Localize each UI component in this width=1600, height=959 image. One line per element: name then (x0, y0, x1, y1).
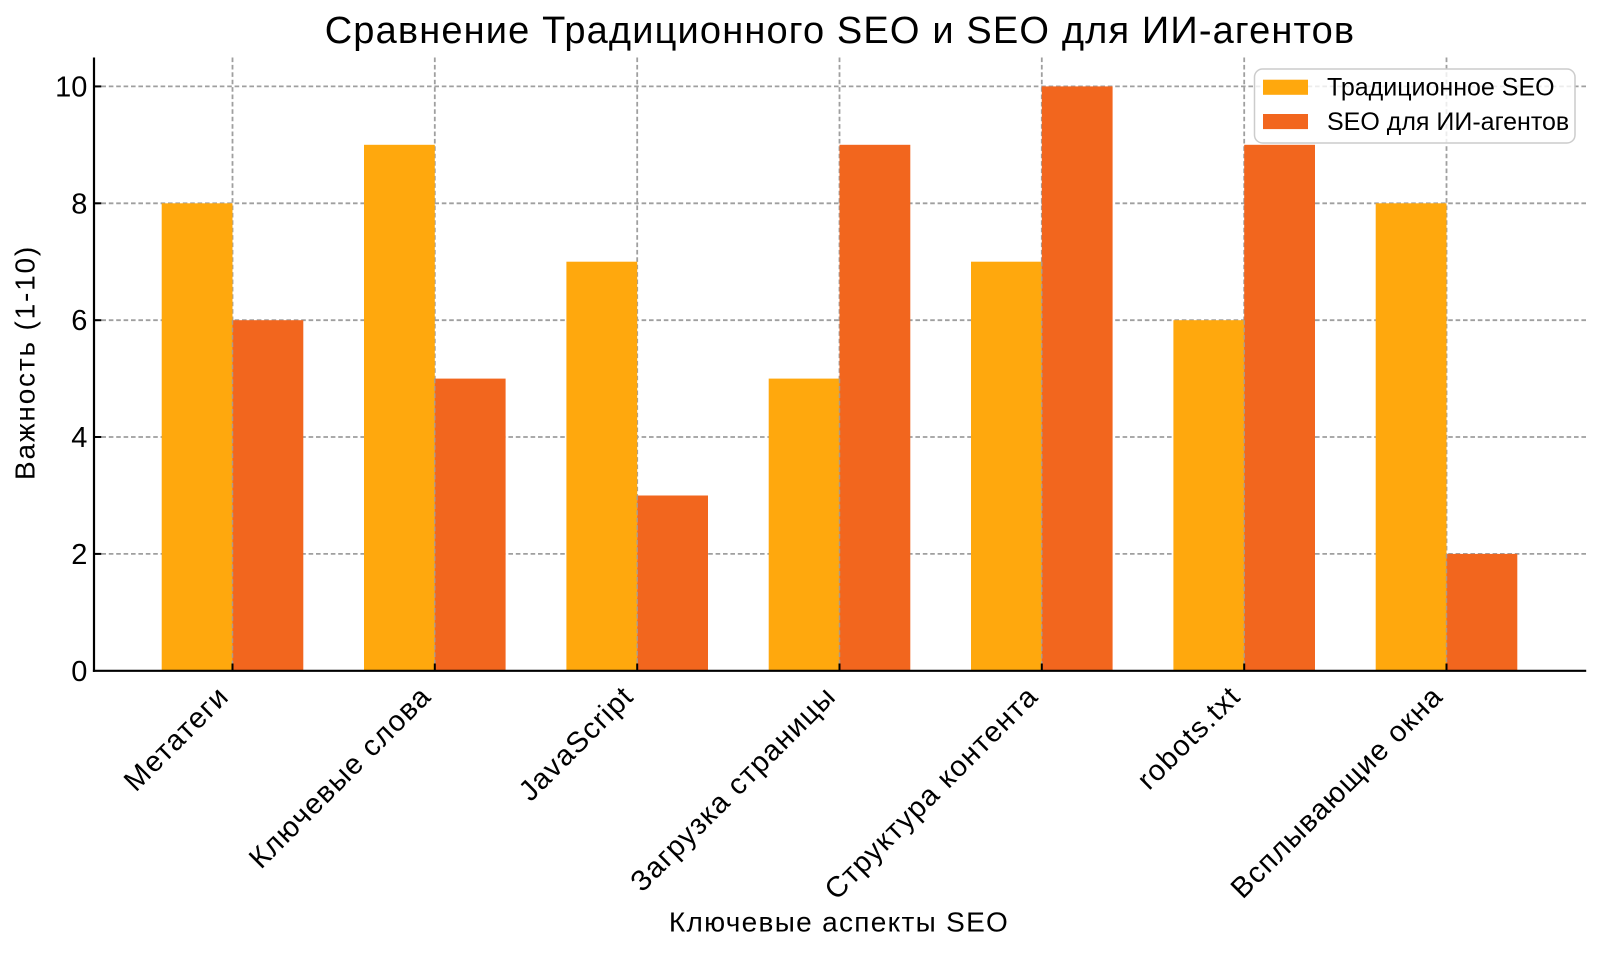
svg-text:6: 6 (71, 305, 87, 337)
svg-text:Ключевые аспекты SEO: Ключевые аспекты SEO (669, 907, 1009, 938)
svg-text:0: 0 (71, 656, 87, 688)
svg-text:8: 8 (71, 188, 87, 220)
svg-text:Важность (1-10): Важность (1-10) (10, 245, 41, 480)
svg-text:10: 10 (55, 71, 87, 103)
svg-text:Сравнение Традиционного SEO и: Сравнение Традиционного SEO и SEO для ИИ… (325, 10, 1356, 52)
svg-text:2: 2 (71, 539, 87, 571)
svg-text:4: 4 (71, 422, 87, 454)
svg-text:Традиционное SEO: Традиционное SEO (1327, 74, 1555, 102)
svg-text:SEO для ИИ-агентов: SEO для ИИ-агентов (1327, 108, 1569, 136)
